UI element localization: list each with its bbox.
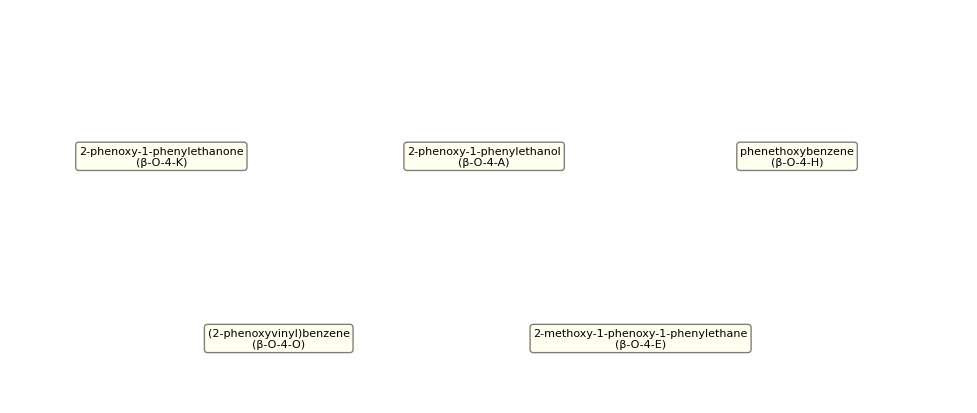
Text: 2-phenoxy-1-phenylethanone
(β-O-4-K): 2-phenoxy-1-phenylethanone (β-O-4-K): [79, 146, 243, 168]
Text: (2-phenoxyvinyl)benzene
(β-O-4-O): (2-phenoxyvinyl)benzene (β-O-4-O): [207, 328, 350, 349]
Text: 2-phenoxy-1-phenylethanol
(β-O-4-A): 2-phenoxy-1-phenylethanol (β-O-4-A): [406, 146, 561, 168]
Text: 2-methoxy-1-phenoxy-1-phenylethane
(β-O-4-E): 2-methoxy-1-phenoxy-1-phenylethane (β-O-…: [532, 328, 747, 349]
Text: phenethoxybenzene
(β-O-4-H): phenethoxybenzene (β-O-4-H): [740, 146, 853, 168]
